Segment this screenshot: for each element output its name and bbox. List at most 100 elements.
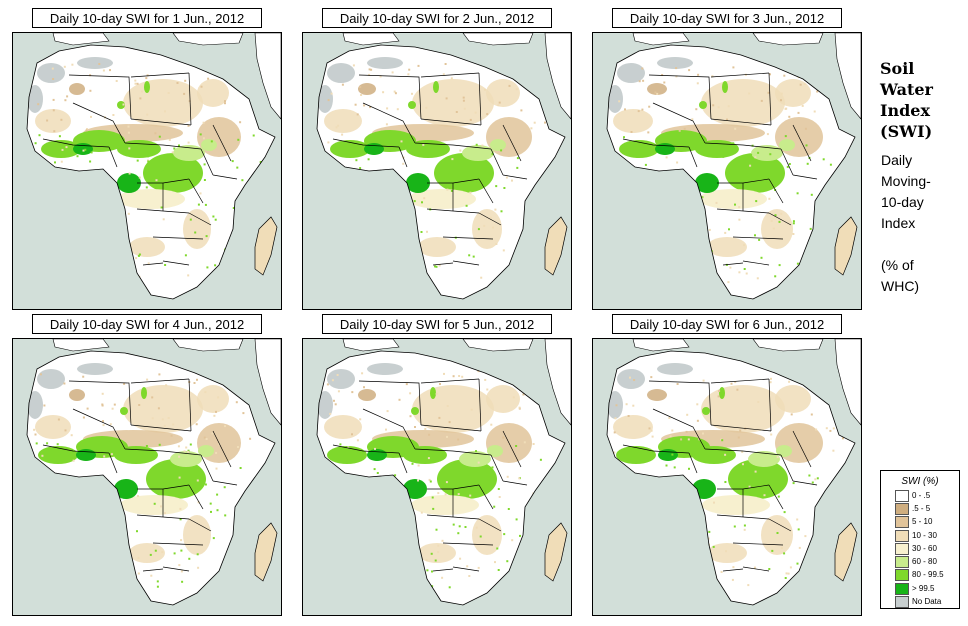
- wet-area: [403, 479, 427, 499]
- panel-title: Daily 10-day SWI for 1 Jun., 2012: [32, 8, 262, 28]
- desc-line: 10-day: [881, 194, 924, 210]
- swi-speck: [167, 417, 170, 419]
- nodata-area: [327, 369, 355, 389]
- dry-area: [35, 415, 71, 439]
- swi-speck: [235, 401, 238, 404]
- country-border: [478, 178, 494, 204]
- swi-speck: [758, 238, 761, 241]
- country-border: [652, 408, 706, 450]
- map-svg: [303, 33, 571, 309]
- swi-speck: [712, 545, 715, 548]
- swi-speck: [424, 428, 427, 430]
- country-border: [188, 72, 192, 126]
- swi-speck: [102, 69, 105, 72]
- swi-speck: [370, 68, 373, 71]
- swi-speck: [146, 378, 149, 381]
- swi-speck: [184, 254, 187, 257]
- swi-speck: [202, 137, 205, 140]
- dry-area: [761, 515, 793, 555]
- arabia-land: [834, 339, 861, 426]
- swi-speck: [726, 118, 728, 121]
- swi-speck: [647, 131, 650, 134]
- swi-speck: [769, 73, 771, 76]
- swi-speck: [708, 228, 711, 231]
- wet-area: [73, 143, 93, 155]
- legend-swatch: [895, 556, 909, 569]
- swi-speck: [808, 474, 811, 477]
- swi-speck: [368, 68, 371, 71]
- country-border: [710, 378, 770, 384]
- swi-speck: [179, 507, 182, 510]
- legend-swatch: [895, 529, 909, 542]
- swi-speck: [197, 566, 200, 569]
- swi-speck: [841, 437, 844, 440]
- swi-speck: [54, 161, 56, 164]
- swi-speck: [792, 482, 795, 485]
- swi-speck: [469, 494, 472, 497]
- country-border: [768, 212, 792, 226]
- country-border: [442, 542, 494, 546]
- swi-speck: [734, 203, 736, 206]
- legend: SWI (%) 0 - .5 .5 - 5 5 - 10 10 - 30 30 …: [880, 470, 960, 609]
- title-line: (SWI): [880, 122, 933, 141]
- swi-speck: [750, 153, 753, 156]
- wet-area: [76, 449, 96, 461]
- swi-speck: [770, 220, 773, 222]
- swi-speck: [337, 124, 340, 127]
- swi-speck: [189, 218, 192, 221]
- country-border: [68, 74, 132, 120]
- panel-title: Daily 10-day SWI for 3 Jun., 2012: [612, 8, 842, 28]
- swi-speck: [483, 224, 486, 227]
- swi-speck: [138, 404, 141, 406]
- arabia-land: [544, 33, 571, 120]
- swi-speck: [409, 415, 412, 418]
- wet-area: [364, 143, 384, 155]
- swi-speck: [753, 178, 756, 181]
- swi-speck: [420, 231, 423, 233]
- swi-speck: [242, 412, 245, 415]
- swi-speck: [486, 388, 489, 391]
- country-border: [200, 454, 214, 482]
- country-border: [652, 102, 706, 144]
- swi-speck: [46, 119, 49, 122]
- swi-speck: [796, 562, 799, 565]
- wet-area: [114, 446, 158, 464]
- wet-area: [658, 449, 678, 461]
- swi-speck: [486, 113, 489, 116]
- swi-speck: [52, 78, 55, 80]
- swi-speck: [173, 147, 176, 150]
- swi-speck: [648, 427, 651, 430]
- swi-speck: [355, 159, 358, 162]
- swi-speck: [734, 127, 737, 130]
- legend-label: 0 - .5: [912, 490, 931, 500]
- country-border: [502, 480, 528, 486]
- africa-coastline: [316, 44, 566, 300]
- wet-area: [776, 445, 792, 457]
- swi-speck: [376, 472, 379, 474]
- arabia-land: [254, 339, 281, 426]
- desc-line: Index: [881, 215, 916, 231]
- swi-speck: [511, 539, 514, 542]
- swi-speck: [468, 254, 471, 257]
- country-border: [188, 484, 204, 510]
- swi-speck: [801, 104, 804, 107]
- swi-speck: [180, 539, 183, 542]
- swi-speck: [417, 64, 420, 67]
- dry-area: [707, 543, 747, 563]
- swi-speck: [650, 376, 653, 379]
- swi-speck: [462, 96, 465, 99]
- wet-area: [117, 189, 185, 209]
- swi-speck: [138, 253, 141, 256]
- swi-speck: [832, 427, 835, 430]
- swi-speck: [738, 206, 741, 209]
- africa-swi-map: [12, 338, 282, 616]
- swi-speck: [749, 164, 752, 167]
- country-border: [442, 236, 494, 240]
- swi-speck: [613, 451, 616, 454]
- swi-speck: [333, 399, 335, 402]
- swi-speck: [766, 133, 769, 136]
- swi-speck: [134, 146, 137, 148]
- legend-swatch: [895, 502, 909, 515]
- swi-field: [27, 57, 265, 281]
- swi-speck: [213, 414, 216, 417]
